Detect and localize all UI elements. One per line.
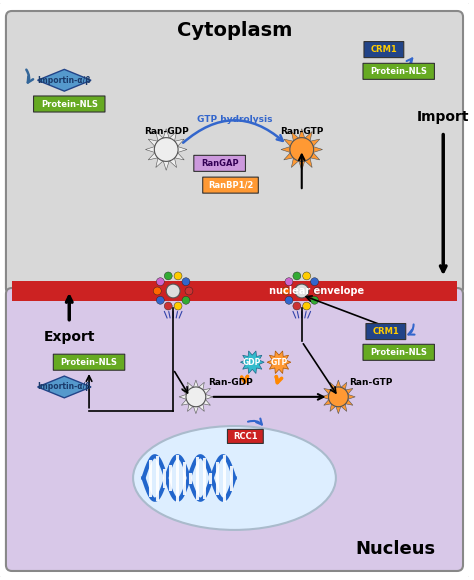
Text: CRM1: CRM1 [371,45,397,54]
Text: GTP: GTP [270,358,288,367]
Polygon shape [188,404,193,411]
Polygon shape [205,394,213,399]
Circle shape [303,302,310,310]
Circle shape [166,284,180,298]
Polygon shape [346,400,353,405]
Text: Protein-NLS: Protein-NLS [370,348,427,357]
Polygon shape [188,382,193,390]
Circle shape [285,296,293,304]
Text: Importin-α/β: Importin-α/β [37,76,91,85]
Polygon shape [178,147,187,153]
FancyBboxPatch shape [363,63,435,79]
Polygon shape [321,394,329,399]
Circle shape [164,272,172,280]
Text: Cytoplasm: Cytoplasm [177,21,292,40]
FancyBboxPatch shape [363,345,435,360]
FancyBboxPatch shape [6,11,463,294]
Polygon shape [199,382,204,390]
Text: Export: Export [44,331,95,345]
Polygon shape [313,147,322,153]
Text: RanBP1/2: RanBP1/2 [208,180,253,190]
Circle shape [155,137,178,161]
Ellipse shape [133,426,336,530]
Polygon shape [284,153,293,160]
Polygon shape [341,404,347,411]
Circle shape [328,387,348,407]
Polygon shape [336,380,341,387]
Circle shape [156,278,164,285]
FancyBboxPatch shape [6,288,463,571]
Circle shape [293,302,301,310]
Polygon shape [284,139,293,146]
Polygon shape [175,153,184,160]
Circle shape [285,278,293,285]
Polygon shape [305,132,312,141]
Polygon shape [37,376,91,398]
Circle shape [295,284,309,298]
Polygon shape [341,382,347,390]
Polygon shape [348,394,355,399]
FancyBboxPatch shape [228,429,263,444]
Polygon shape [310,153,320,160]
Circle shape [154,287,161,295]
Polygon shape [169,132,177,141]
Polygon shape [346,389,353,394]
Polygon shape [324,400,331,405]
Polygon shape [299,129,305,138]
Circle shape [314,287,321,295]
Circle shape [156,296,164,304]
Polygon shape [148,153,158,160]
FancyBboxPatch shape [364,42,404,57]
Polygon shape [193,380,198,387]
Polygon shape [163,129,169,138]
Polygon shape [193,407,198,414]
Polygon shape [292,132,299,141]
Polygon shape [305,158,312,168]
FancyBboxPatch shape [34,96,105,112]
Text: Ran-GDP: Ran-GDP [144,127,189,136]
Polygon shape [336,407,341,414]
Polygon shape [199,404,204,411]
Text: CRM1: CRM1 [373,327,399,336]
Polygon shape [292,158,299,168]
Text: Ran-GTP: Ran-GTP [280,127,323,136]
Polygon shape [330,382,336,390]
FancyBboxPatch shape [203,177,258,193]
Text: Importin-α/β: Importin-α/β [37,382,91,392]
Text: RanGAP: RanGAP [201,159,238,168]
Text: nuclear envelope: nuclear envelope [269,286,364,296]
Circle shape [282,287,290,295]
Polygon shape [240,351,264,374]
Circle shape [186,387,206,407]
FancyBboxPatch shape [12,281,457,301]
Polygon shape [163,161,169,171]
Polygon shape [299,161,305,171]
Text: Nucleus: Nucleus [356,540,436,558]
Circle shape [293,272,301,280]
Polygon shape [169,158,177,168]
Circle shape [185,287,193,295]
Text: GDP: GDP [243,358,262,367]
Polygon shape [179,394,186,399]
Text: Protein-NLS: Protein-NLS [61,358,118,367]
Circle shape [174,302,182,310]
Polygon shape [146,147,155,153]
Polygon shape [182,400,189,405]
Circle shape [310,278,319,285]
Polygon shape [330,404,336,411]
Circle shape [174,272,182,280]
Text: Ran-GDP: Ran-GDP [208,378,253,386]
Polygon shape [203,389,210,394]
Polygon shape [267,351,291,374]
FancyBboxPatch shape [366,324,406,339]
Polygon shape [182,389,189,394]
Circle shape [182,296,190,304]
Polygon shape [156,132,163,141]
Text: Protein-NLS: Protein-NLS [41,100,98,108]
Polygon shape [310,139,320,146]
FancyBboxPatch shape [194,155,246,171]
Polygon shape [175,139,184,146]
Text: Import: Import [417,110,469,124]
Circle shape [310,296,319,304]
